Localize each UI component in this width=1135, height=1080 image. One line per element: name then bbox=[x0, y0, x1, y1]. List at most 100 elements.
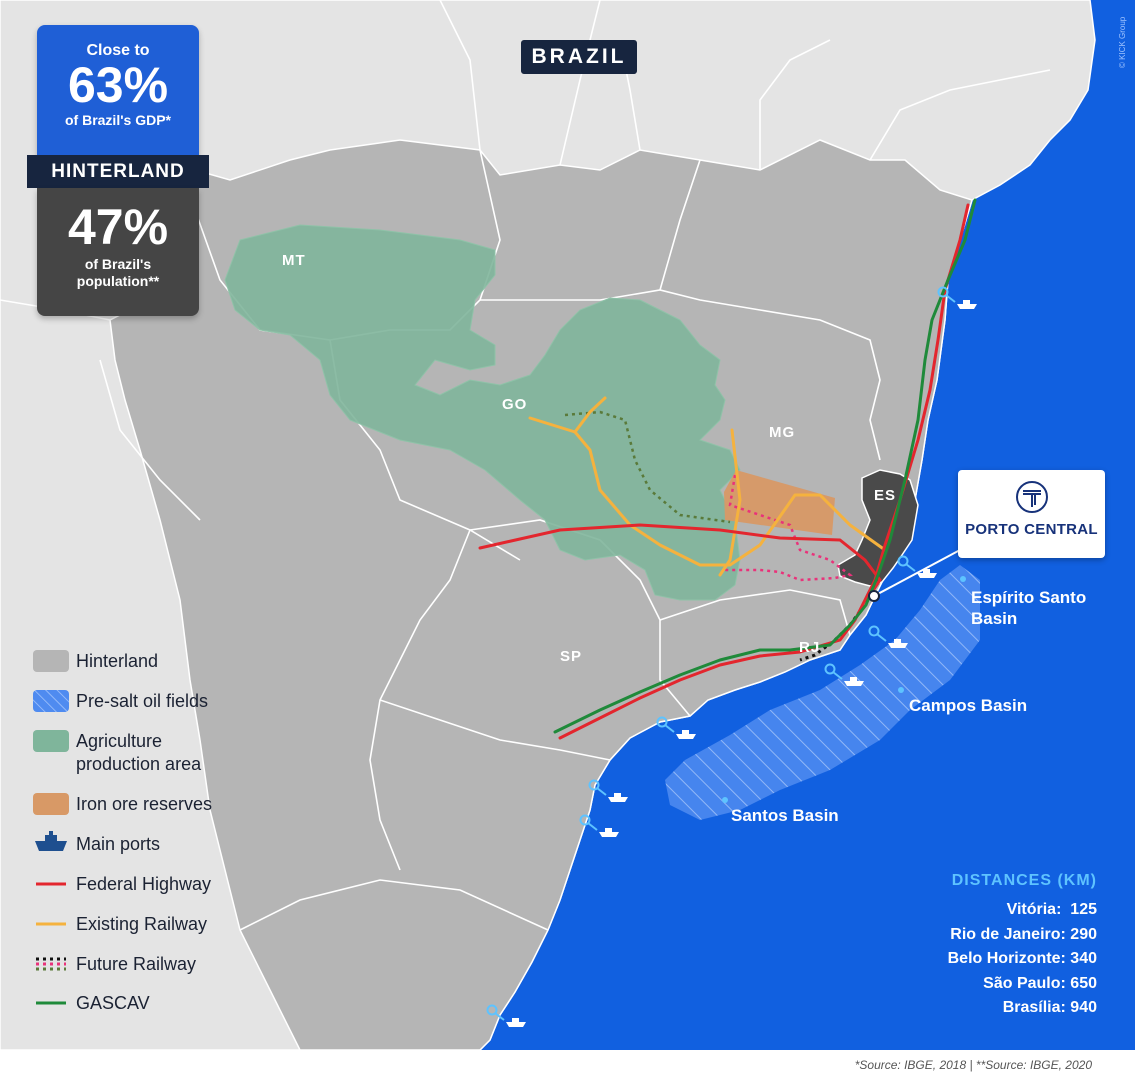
population-caption-line1: of Brazil's bbox=[84, 256, 152, 272]
distance-city: São Paulo: bbox=[983, 974, 1066, 992]
port-marker bbox=[486, 1004, 526, 1027]
state-label-go: GO bbox=[502, 396, 527, 413]
legend-label-iron: Iron ore reserves bbox=[76, 794, 213, 814]
copyright-notice: © KICK Group bbox=[1118, 16, 1127, 68]
agriculture-area bbox=[224, 224, 741, 601]
legend-item-ports: Main ports bbox=[33, 833, 293, 857]
legend-ship-icon bbox=[35, 831, 67, 851]
presalt-oil-field bbox=[665, 565, 980, 820]
legend-swatch-presalt bbox=[33, 690, 69, 712]
legend-label-agriculture-line2: production area bbox=[76, 754, 202, 774]
distance-km: 340 bbox=[1070, 950, 1097, 967]
legend-item-iron: Iron ore reserves bbox=[33, 793, 293, 817]
distance-km: 125 bbox=[1070, 901, 1097, 918]
hinterland-label: HINTERLAND bbox=[27, 155, 209, 188]
federal-highway bbox=[478, 203, 970, 740]
legend-swatch-hinterland bbox=[33, 650, 69, 672]
port-marker bbox=[897, 555, 937, 578]
ship-icon bbox=[957, 300, 977, 309]
ship-icon bbox=[506, 1018, 526, 1027]
state-label-es: ES bbox=[874, 487, 896, 504]
legend-label-hinterland: Hinterland bbox=[76, 651, 159, 671]
distance-city: Rio de Janeiro: bbox=[950, 925, 1066, 943]
port-marker bbox=[588, 779, 628, 802]
footer-bar bbox=[0, 1050, 1135, 1080]
legend-item-presalt: Pre-salt oil fields bbox=[33, 690, 293, 714]
legend-label-highway: Federal Highway bbox=[76, 874, 212, 894]
port-marker bbox=[656, 716, 696, 739]
port-marker bbox=[868, 625, 908, 648]
country-title: BRAZIL bbox=[521, 40, 637, 74]
legend-label-railway: Existing Railway bbox=[76, 914, 208, 934]
santos-basin-marker bbox=[722, 797, 728, 803]
gdp-card: Close to 63% of Brazil's GDP* bbox=[37, 25, 199, 157]
gascav-pipeline bbox=[553, 198, 977, 734]
legend-swatch-agriculture bbox=[33, 730, 69, 752]
population-value: 47% bbox=[67, 199, 169, 255]
distance-row: Rio de Janeiro: 290 bbox=[948, 923, 1097, 948]
legend-symbols bbox=[33, 650, 69, 1005]
legend-item-agriculture: Agriculture bbox=[33, 730, 293, 754]
sources-footnote: *Source: IBGE, 2018 | **Source: IBGE, 20… bbox=[854, 1058, 1092, 1072]
legend-item-railway: Existing Railway bbox=[33, 913, 293, 937]
ship-icon bbox=[844, 677, 864, 686]
gdp-value: 63% bbox=[67, 57, 169, 113]
distance-km: 290 bbox=[1070, 925, 1097, 943]
distance-km: 650 bbox=[1070, 974, 1097, 992]
state-label-mt: MT bbox=[282, 252, 306, 269]
legend-line-future-railway bbox=[36, 957, 66, 971]
distance-row: Brasília: 940 bbox=[948, 996, 1097, 1021]
distance-city: Belo Horizonte: bbox=[947, 950, 1066, 967]
distance-city: Vitória: bbox=[1006, 901, 1062, 918]
distance-row: Belo Horizonte: 340 bbox=[948, 947, 1097, 972]
legend-item-future-railway: Future Railway bbox=[33, 953, 293, 977]
legend-item-gascav: GASCAV bbox=[33, 992, 293, 1016]
ship-icon bbox=[676, 730, 696, 739]
port-marker bbox=[937, 286, 977, 309]
ship-icon bbox=[888, 639, 908, 648]
porto-central-logo-icon bbox=[958, 480, 1105, 519]
espirito-santo-basin-marker bbox=[960, 576, 966, 582]
legend-item-hinterland: Hinterland bbox=[33, 650, 293, 674]
porto-central-card: PORTO CENTRAL bbox=[958, 470, 1105, 558]
espirito-santo-basin-label-line1: Espírito Santo bbox=[971, 588, 1086, 607]
distance-row: São Paulo: 650 bbox=[948, 972, 1097, 997]
distance-row: Vitória: 125 bbox=[948, 898, 1097, 923]
legend-label-ports: Main ports bbox=[76, 834, 161, 854]
future-railway-agri bbox=[564, 410, 731, 524]
state-boundaries bbox=[0, 0, 1051, 931]
santos-basin-label: Santos Basin bbox=[731, 806, 839, 825]
ports bbox=[486, 286, 977, 1027]
legend-label-gascav: GASCAV bbox=[76, 993, 150, 1013]
legend-item-highway: Federal Highway bbox=[33, 873, 293, 897]
legend-swatch-iron bbox=[33, 793, 69, 815]
legend-label-presalt: Pre-salt oil fields bbox=[76, 691, 209, 711]
distances-panel: DISTANCES (KM) Vitória: 125 Rio de Janei… bbox=[948, 872, 1097, 1021]
state-label-rj: RJ bbox=[799, 639, 820, 656]
population-caption-line2: population** bbox=[76, 273, 160, 289]
ship-icon bbox=[608, 793, 628, 802]
ship-icon bbox=[917, 569, 937, 578]
ship-icon bbox=[599, 828, 619, 837]
distances-title: DISTANCES (KM) bbox=[951, 872, 1097, 889]
espirito-santo-basin-label-line2: Basin bbox=[971, 609, 1017, 628]
legend-label-future-railway: Future Railway bbox=[76, 954, 197, 974]
porto-central-name: PORTO CENTRAL bbox=[965, 521, 1098, 538]
port-marker bbox=[579, 814, 619, 837]
port-marker bbox=[824, 663, 864, 686]
campos-basin-label: Campos Basin bbox=[909, 696, 1027, 715]
iron-ore-area bbox=[724, 470, 835, 535]
gdp-caption: of Brazil's GDP* bbox=[64, 112, 172, 128]
distance-km: 940 bbox=[1070, 999, 1097, 1016]
existing-railways bbox=[528, 396, 887, 577]
state-label-mg: MG bbox=[769, 424, 795, 441]
distance-city: Brasília: bbox=[1002, 999, 1066, 1016]
future-railway-mg bbox=[725, 474, 853, 582]
gdp-card-top: Close to bbox=[86, 42, 150, 59]
campos-basin-marker bbox=[898, 687, 904, 693]
legend-item-agriculture-line2: production area bbox=[33, 753, 293, 777]
population-card: 47% of Brazil's population** bbox=[37, 188, 199, 316]
legend-label-agriculture-line1: Agriculture bbox=[76, 731, 163, 751]
state-label-sp: SP bbox=[560, 648, 582, 665]
